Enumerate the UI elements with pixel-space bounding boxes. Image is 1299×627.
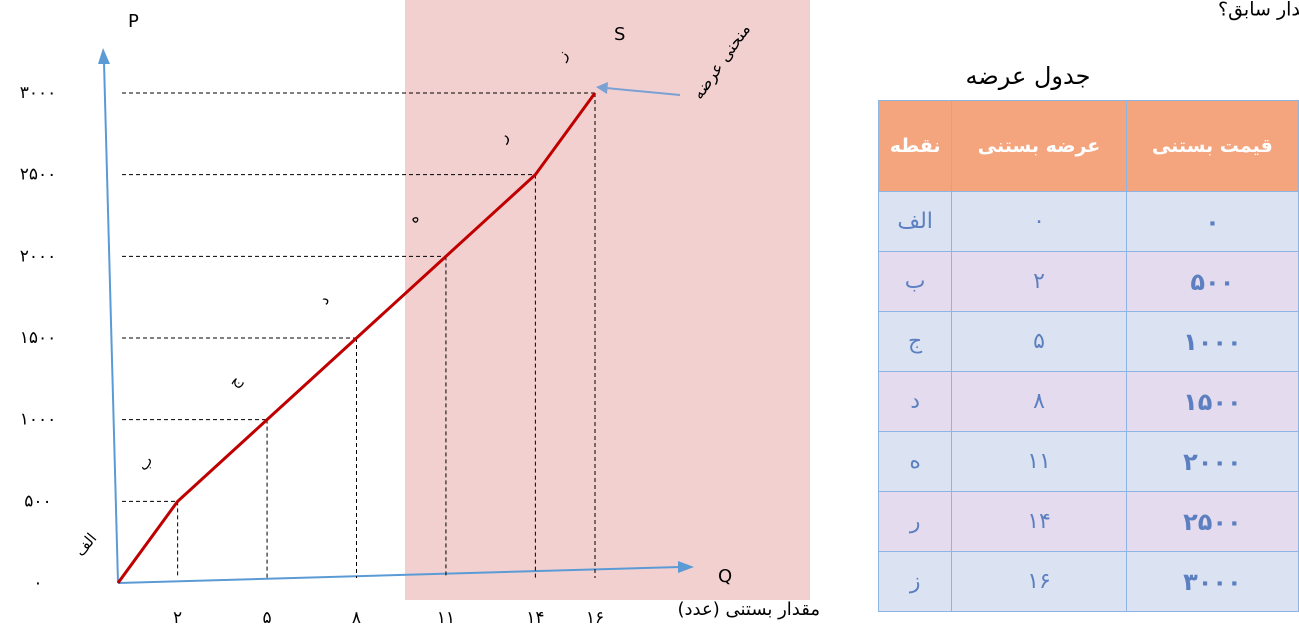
table-header-cell: عرضه بستنی [951, 100, 1127, 192]
table-cell: د [877, 371, 953, 432]
table-cell: ۵۰۰ [1125, 251, 1299, 312]
table-cell: ۲۰۰۰ [1125, 431, 1299, 492]
y-tick-label: ۲۰۰۰ [20, 246, 57, 266]
x-axis-arrow [678, 561, 694, 573]
y-axis [103, 61, 119, 584]
annotation-arrowhead [596, 82, 608, 94]
table-cell: ۱۵۰۰ [1125, 371, 1299, 432]
x-tick-label: ۱۴ [526, 608, 544, 627]
supply-line [116, 92, 597, 584]
table: قیمت بستنی عرضه بستنی نقطه ۰ ۰ الف ۵۰۰ ۲ ب ۱۰۰۰ ۵ ج… [877, 100, 1299, 612]
table-cell: ۱۴ [951, 491, 1127, 552]
table-cell: ۰ [1125, 191, 1299, 252]
y-tick-label: ۵۰۰ [24, 491, 51, 511]
table-row: ۲۰۰۰ ۱۱ ه [877, 431, 1299, 492]
table-cell: ۲۵۰۰ [1125, 491, 1299, 552]
table-cell: ۸ [951, 371, 1127, 432]
header-text: مقدار سابق؟ [1218, 0, 1299, 21]
x-tick-label: ۲ [173, 608, 182, 627]
table-row: ۳۰۰۰ ۱۶ ز [877, 551, 1299, 612]
table-cell: الف [877, 191, 953, 252]
table-cell: ر [877, 491, 953, 552]
annotation-arrow [605, 87, 681, 96]
table-cell: ۱۰۰۰ [1125, 311, 1299, 372]
x-tick-label: ۱۶ [586, 608, 604, 627]
table-cell: ج [877, 311, 953, 372]
table-row: ۱۵۰۰ ۸ د [877, 371, 1299, 432]
point-label: ب [134, 452, 157, 474]
table-row: ۰ ۰ الف [877, 191, 1299, 252]
table-cell: ۱۱ [951, 431, 1127, 492]
x-title: مقدار بستنی (عدد) [677, 599, 820, 620]
table-row: ۱۰۰۰ ۵ ج [877, 311, 1299, 372]
y-tick-label: ۳۰۰۰ [20, 83, 57, 103]
table-cell: ۵ [951, 311, 1127, 372]
table-cell: ب [877, 251, 953, 312]
point-label: د [315, 291, 333, 308]
table-title: جدول عرضه [965, 62, 1091, 90]
y-tick-label: ۱۵۰۰ [20, 328, 57, 348]
x-axis [117, 566, 681, 584]
y-tick-label: ۲۵۰۰ [20, 165, 57, 185]
x-tick-label: ۸ [352, 608, 361, 627]
y-axis-label: P [128, 11, 139, 32]
curve-label: S [614, 24, 625, 45]
y-tick-label: ۰ [33, 573, 42, 593]
table-row: ۲۵۰۰ ۱۴ ر [877, 491, 1299, 552]
x-tick-label: ۵ [262, 608, 271, 627]
table-row: ۵۰۰ ۲ ب [877, 251, 1299, 312]
table-cell: ز [877, 551, 953, 612]
table-cell: ه [877, 431, 953, 492]
table-cell: ۱۶ [951, 551, 1127, 612]
y-tick-label: ۱۰۰۰ [20, 410, 57, 430]
table-cell: ۲ [951, 251, 1127, 312]
table-cell: ۰ [951, 191, 1127, 252]
table-header-cell: قیمت بستنی [1125, 100, 1299, 192]
point-label: الف [71, 530, 100, 560]
x-axis-label: Q [718, 566, 732, 587]
table-cell: ۳۰۰۰ [1125, 551, 1299, 612]
point-label: ج [225, 372, 246, 392]
table-header-cell: نقطه [877, 100, 953, 192]
watermark [405, 0, 810, 600]
x-tick-label: ۱۱ [437, 608, 455, 627]
y-axis-arrow [98, 48, 110, 64]
